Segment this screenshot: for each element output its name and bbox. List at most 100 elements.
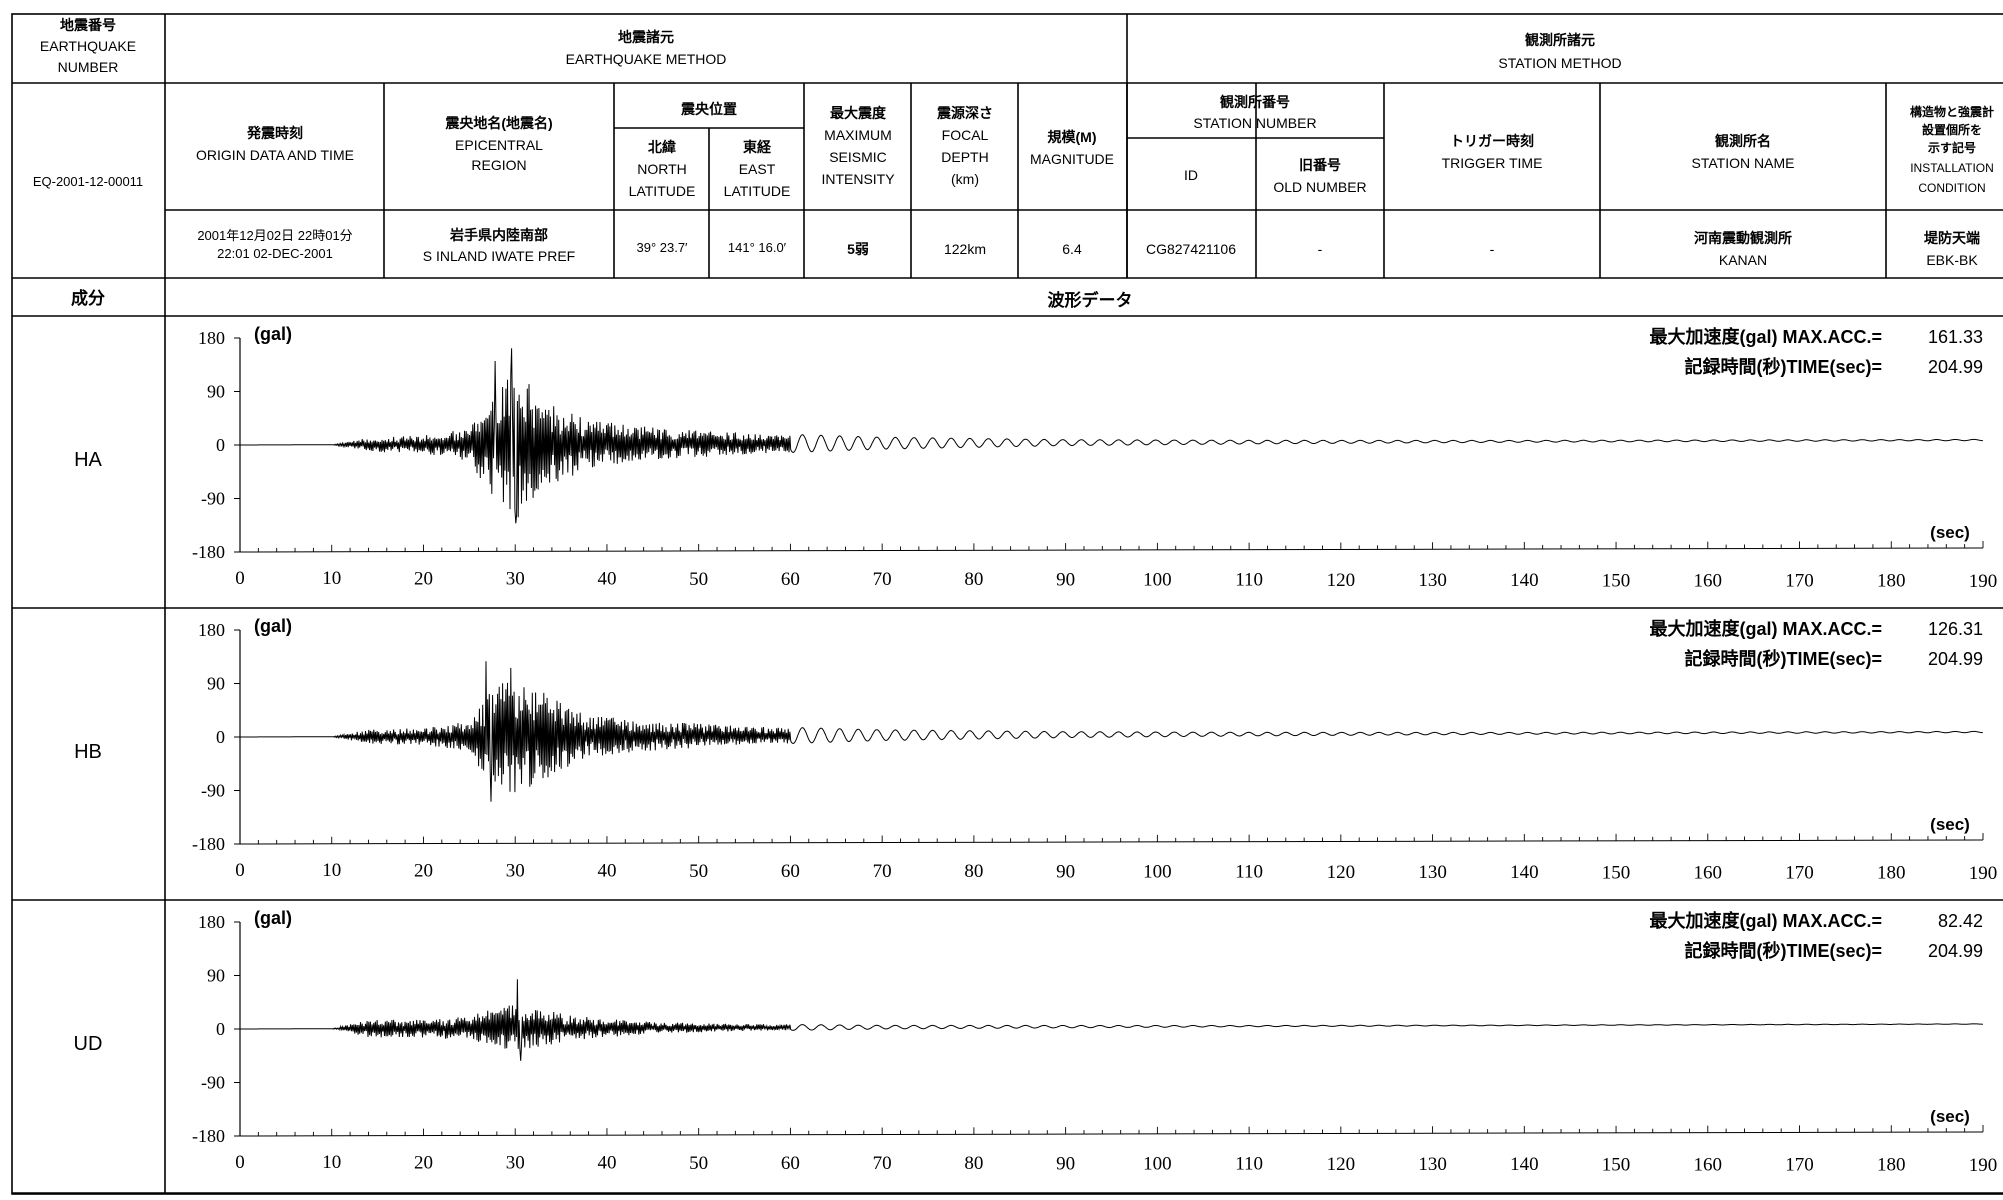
- max-acc-label: 最大加速度(gal) MAX.ACC.=: [1649, 618, 1882, 639]
- trigger-label-en: TRIGGER TIME: [1442, 155, 1543, 171]
- x-tick-label: 140: [1510, 1154, 1539, 1175]
- panel-ha: HA 180 90 0 -90 -180 (gal) 0 10 20 30 40 50 60 70 80 90 1…: [74, 324, 1997, 592]
- depth-label-en3: (km): [951, 171, 979, 187]
- x-tick-label: 40: [597, 1153, 616, 1174]
- x-axis: [239, 1131, 1984, 1137]
- x-tick-label: 90: [1056, 569, 1075, 590]
- waveform-ha-trace: [240, 348, 1983, 524]
- install-label-jp1: 構造物と強震計: [1910, 104, 1994, 119]
- x-tick-label: 40: [597, 861, 616, 882]
- component-ud-label: UD: [74, 1033, 103, 1055]
- x-tick-label: 190: [1969, 1155, 1998, 1176]
- x-tick-label: 80: [964, 569, 983, 590]
- rec-time-label: 記録時間(秒)TIME(sec)=: [1684, 940, 1882, 961]
- x-tick-label: 50: [689, 569, 708, 590]
- x-tick-label: 150: [1602, 1154, 1631, 1175]
- rec-time-label: 記録時間(秒)TIME(sec)=: [1684, 356, 1882, 377]
- y-tick-label: -180: [192, 834, 225, 854]
- old-number-label-jp: 旧番号: [1299, 157, 1341, 173]
- x-unit-label: (sec): [1930, 1107, 1970, 1126]
- latitude-value: 39° 23.7′: [636, 240, 688, 255]
- region-label-en1: EPICENTRAL: [455, 137, 543, 153]
- y-tick-label: -90: [201, 1073, 225, 1093]
- x-tick-label: 110: [1235, 862, 1263, 883]
- x-tick-label: 30: [506, 860, 525, 881]
- y-tick-label: 0: [216, 435, 225, 455]
- y-tick-label: 180: [198, 328, 225, 348]
- station-method-label-en: STATION METHOD: [1498, 55, 1621, 71]
- intensity-label-en2: SEISMIC: [829, 149, 887, 165]
- x-tick-label: 20: [414, 860, 433, 881]
- x-tick-label: 140: [1510, 862, 1539, 883]
- x-tick-label: 100: [1143, 570, 1172, 591]
- component-hb-label: HB: [74, 741, 102, 763]
- id-label: ID: [1184, 167, 1198, 183]
- y-unit-label: (gal): [254, 908, 292, 928]
- eq-number-label-en1: EARTHQUAKE: [40, 38, 136, 54]
- x-axis: [239, 839, 1984, 845]
- station-number-label-jp: 観測所番号: [1220, 94, 1290, 110]
- station-id-value: CG827421106: [1146, 241, 1236, 257]
- x-tick-label: 160: [1694, 862, 1723, 883]
- trigger-time-value: -: [1490, 241, 1495, 257]
- eq-number-label-en2: NUMBER: [58, 59, 119, 75]
- x-tick-label: 90: [1056, 861, 1075, 882]
- magnitude-label-en: MAGNITUDE: [1030, 151, 1114, 167]
- epicenter-label-jp: 震央位置: [680, 101, 737, 117]
- install-label-en1: INSTALLATION: [1910, 161, 1994, 175]
- x-tick-label: 90: [1056, 1153, 1075, 1174]
- install-label-en2: CONDITION: [1918, 181, 1985, 195]
- eq-method-label-en: EARTHQUAKE METHOD: [566, 51, 727, 67]
- install-value-jp: 堤防天端: [1924, 230, 1980, 246]
- x-tick-label: 50: [689, 861, 708, 882]
- panel-ud: UD 180 90 0 -90 -180 (gal) 0 10 20 30 40 50 60 70 80 90 1…: [74, 908, 1998, 1176]
- x-tick-label: 100: [1143, 1154, 1172, 1175]
- panel-hb: HB 180 90 0 -90 -180 (gal) 0 10 20 30 40 50 60 70 80 90 1…: [74, 616, 1997, 884]
- station-name-value-en: KANAN: [1719, 252, 1767, 268]
- eq-method-label-jp: 地震諸元: [618, 29, 674, 45]
- y-tick-label: 180: [198, 912, 225, 932]
- y-tick-label: -180: [192, 542, 225, 562]
- x-tick-label: 30: [506, 1152, 525, 1173]
- magnitude-value: 6.4: [1062, 241, 1082, 257]
- x-tick-label: 120: [1327, 1154, 1356, 1175]
- north-label-jp: 北緯: [648, 139, 676, 155]
- y-tick-label: -90: [201, 489, 225, 509]
- x-tick-label: 180: [1877, 571, 1906, 592]
- x-tick-label: 10: [322, 568, 341, 589]
- region-value-en: S INLAND IWATE PREF: [423, 248, 575, 264]
- station-method-label-jp: 観測所諸元: [1525, 32, 1595, 48]
- x-tick-label: 180: [1877, 1155, 1906, 1176]
- x-tick-label: 30: [506, 568, 525, 589]
- intensity-label-en3: INTENSITY: [821, 171, 895, 187]
- x-tick-label: 0: [235, 1152, 245, 1173]
- x-tick-label: 120: [1327, 862, 1356, 883]
- waveform-panels: HA 180 90 0 -90 -180 (gal) 0 10 20 30 40 50 60 70 80 90 1…: [74, 324, 1998, 1176]
- depth-label-en2: DEPTH: [941, 149, 988, 165]
- max-acc-value: 161.33: [1928, 327, 1983, 347]
- east-label-jp: 東経: [743, 139, 772, 155]
- y-unit-label: (gal): [254, 324, 292, 344]
- longitude-value: 141° 16.0′: [728, 240, 787, 255]
- x-tick-label: 0: [235, 860, 245, 881]
- x-tick-label: 110: [1235, 1154, 1263, 1175]
- x-tick-label: 130: [1418, 570, 1447, 591]
- eq-number-label-jp: 地震番号: [60, 17, 116, 33]
- x-unit-label: (sec): [1930, 523, 1970, 542]
- origin-value-en: 22:01 02-DEC-2001: [217, 246, 333, 261]
- x-tick-label: 40: [597, 569, 616, 590]
- depth-value: 122km: [944, 241, 986, 257]
- x-tick-label: 0: [235, 568, 245, 589]
- old-number-label-en: OLD NUMBER: [1273, 179, 1366, 195]
- x-tick-label: 130: [1418, 862, 1447, 883]
- y-tick-label: 0: [216, 1019, 225, 1039]
- north-label-en2: LATITUDE: [629, 183, 696, 199]
- intensity-label-jp: 最大震度: [830, 105, 887, 121]
- x-tick-label: 10: [322, 1152, 341, 1173]
- x-tick-label: 70: [873, 861, 892, 882]
- max-acc-value: 82.42: [1938, 911, 1983, 931]
- rec-time-value: 204.99: [1928, 649, 1983, 669]
- station-name-label-jp: 観測所名: [1715, 133, 1771, 149]
- origin-value-jp: 2001年12月02日 22時01分: [197, 228, 352, 243]
- x-tick-label: 60: [781, 861, 800, 882]
